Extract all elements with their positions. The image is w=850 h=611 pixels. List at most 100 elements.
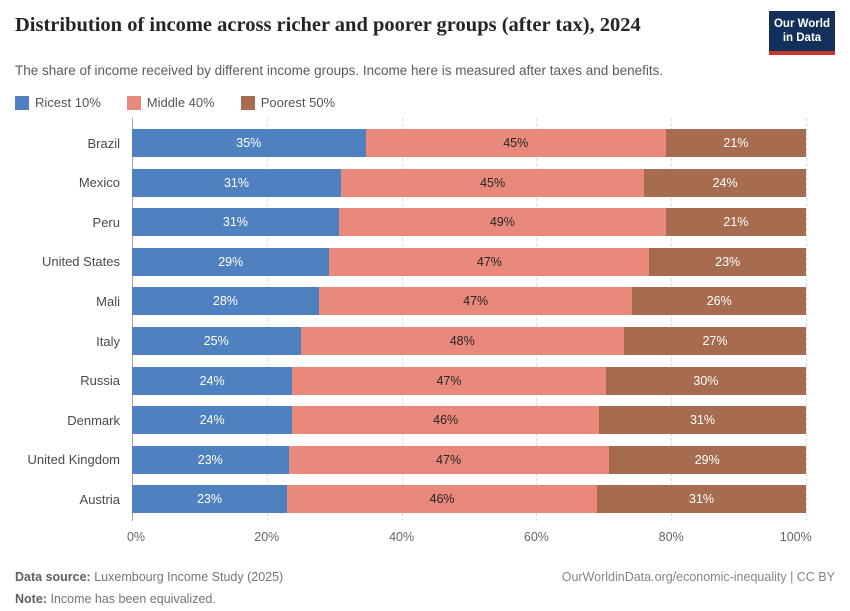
bar-segment[interactable]: 49%	[338, 208, 666, 237]
chart-row: Mali 28% 47% 26%	[15, 282, 806, 322]
bar-segment[interactable]: 24%	[644, 168, 806, 197]
grid-line	[266, 118, 268, 522]
x-axis-tick-label: 80%	[658, 530, 684, 545]
legend-swatch	[15, 95, 29, 110]
data-source-label: Data source:	[15, 570, 91, 585]
bar-segment[interactable]: 23%	[649, 247, 806, 276]
legend-swatch	[240, 95, 255, 110]
bar-segment[interactable]: 21%	[665, 129, 806, 158]
x-axis-tick-label: 40%	[389, 530, 415, 545]
x-axis-tick-label: 100%	[779, 530, 812, 545]
stacked-bar: 35% 45% 21%	[132, 129, 806, 158]
data-source-value: Luxembourg Income Study (2025)	[94, 570, 284, 585]
plot-area: Brazil 35% 45% 21% Mexico 31% 45% 24% Peru 31% 49%…	[15, 118, 835, 522]
country-label: Brazil	[87, 135, 120, 151]
legend-label: Poorest 50%	[260, 95, 336, 111]
bar-segment[interactable]: 46%	[292, 406, 600, 435]
bar-segment[interactable]: 47%	[318, 287, 633, 316]
data-source-line: Data source: Luxembourg Income Study (20…	[15, 567, 283, 589]
bar-segment[interactable]: 46%	[287, 485, 598, 514]
chart-gridlines	[132, 118, 807, 522]
x-axis-tick-label: 0%	[126, 530, 146, 545]
country-label: Peru	[92, 214, 120, 230]
chart-row: Russia 24% 47% 30%	[15, 361, 806, 401]
bar-segment[interactable]: 21%	[665, 208, 806, 237]
owid-logo-line1: Our World	[773, 18, 830, 30]
note-label: Note:	[15, 592, 47, 607]
chart-row: Mexico 31% 45% 24%	[15, 163, 806, 203]
bar-segment[interactable]: 26%	[632, 287, 806, 316]
bar-segment[interactable]: 48%	[300, 327, 625, 356]
x-axis-tick-label: 20%	[254, 530, 280, 545]
country-label: Denmark	[67, 412, 120, 428]
bar-segment[interactable]: 28%	[132, 287, 319, 316]
country-label: United States	[41, 254, 120, 270]
x-axis: 0% 20% 40% 60% 80% 100%	[127, 530, 812, 550]
bar-segment[interactable]: 30%	[605, 366, 806, 395]
grid-line	[536, 118, 538, 522]
stacked-bar: 25% 48% 27%	[132, 327, 806, 356]
bar-segment[interactable]: 29%	[608, 445, 806, 474]
chart-row: Italy 25% 48% 27%	[15, 321, 806, 361]
x-axis-tick-label: 60%	[523, 530, 549, 545]
country-label: United Kingdom	[27, 452, 121, 468]
stacked-bar: 24% 46% 31%	[132, 406, 806, 435]
bar-segment[interactable]: 47%	[288, 445, 609, 474]
bar-segment[interactable]: 31%	[132, 168, 341, 197]
owid-logo: Our World in Data	[769, 11, 835, 55]
chart-row: Peru 31% 49% 21%	[15, 202, 806, 242]
stacked-bar: 24% 47% 30%	[132, 366, 806, 395]
country-label: Mali	[96, 293, 120, 309]
grid-line	[401, 118, 403, 522]
page-title: Distribution of income across richer and…	[15, 14, 641, 36]
country-label: Mexico	[78, 175, 120, 191]
country-label: Austria	[79, 491, 120, 507]
legend-item[interactable]: Ricest 10%	[15, 95, 101, 110]
grid-line	[671, 118, 673, 522]
chart-row: Austria 23% 46% 31%	[15, 480, 806, 520]
bar-segment[interactable]: 23%	[132, 485, 288, 514]
chart-row: Denmark 24% 46% 31%	[15, 400, 806, 440]
chart-legend: Ricest 10% Middle 40% Poorest 50%	[15, 95, 835, 110]
chart-row: United States 29% 47% 23%	[15, 242, 806, 282]
y-axis-line	[132, 118, 133, 522]
footer-link[interactable]: OurWorldinData.org/economic-inequality |…	[561, 570, 835, 585]
bar-segment[interactable]: 25%	[132, 327, 301, 356]
bar-segment[interactable]: 47%	[292, 366, 606, 395]
bar-segment[interactable]: 24%	[132, 406, 293, 435]
country-label: Russia	[80, 373, 120, 389]
stacked-bar: 29% 47% 23%	[132, 247, 806, 276]
legend-item[interactable]: Middle 40%	[126, 95, 215, 111]
note-line: Note: Income has been equivalized.	[15, 589, 283, 611]
bar-segment[interactable]: 31%	[132, 208, 339, 237]
bar-segment[interactable]: 29%	[132, 247, 330, 276]
stacked-bar: 28% 47% 26%	[132, 287, 806, 316]
stacked-bar: 23% 46% 31%	[132, 485, 806, 514]
legend-label: Middle 40%	[146, 95, 215, 111]
bar-segment[interactable]: 47%	[329, 247, 650, 276]
bar-segment[interactable]: 45%	[365, 129, 666, 158]
legend-item[interactable]: Poorest 50%	[240, 95, 336, 111]
chart-rows: Brazil 35% 45% 21% Mexico 31% 45% 24% Peru 31% 49%…	[15, 123, 806, 519]
bar-segment[interactable]: 27%	[624, 327, 806, 356]
legend-swatch	[126, 95, 141, 110]
stacked-bar: 23% 47% 29%	[132, 445, 806, 474]
chart-row: Brazil 35% 45% 21%	[15, 123, 806, 163]
stacked-bar: 31% 45% 24%	[132, 168, 806, 197]
bar-segment[interactable]: 23%	[132, 445, 289, 474]
header: Distribution of income across richer and…	[15, 11, 835, 55]
bar-segment[interactable]: 31%	[599, 406, 806, 435]
owid-logo-line2: in Data	[782, 32, 822, 45]
bar-segment[interactable]: 45%	[340, 168, 645, 197]
note-value: Income has been equivalized.	[50, 592, 216, 607]
bar-segment[interactable]: 31%	[597, 485, 806, 514]
grid-line	[806, 118, 807, 522]
stacked-bar-chart: Brazil 35% 45% 21% Mexico 31% 45% 24% Peru 31% 49%…	[15, 118, 835, 550]
legend-label: Ricest 10%	[35, 95, 101, 111]
bar-segment[interactable]: 35%	[132, 129, 366, 158]
stacked-bar: 31% 49% 21%	[132, 208, 806, 237]
bar-segment[interactable]: 24%	[132, 366, 293, 395]
page-subtitle: The share of income received by differen…	[15, 62, 664, 78]
chart-footer: Data source: Luxembourg Income Study (20…	[15, 567, 835, 611]
